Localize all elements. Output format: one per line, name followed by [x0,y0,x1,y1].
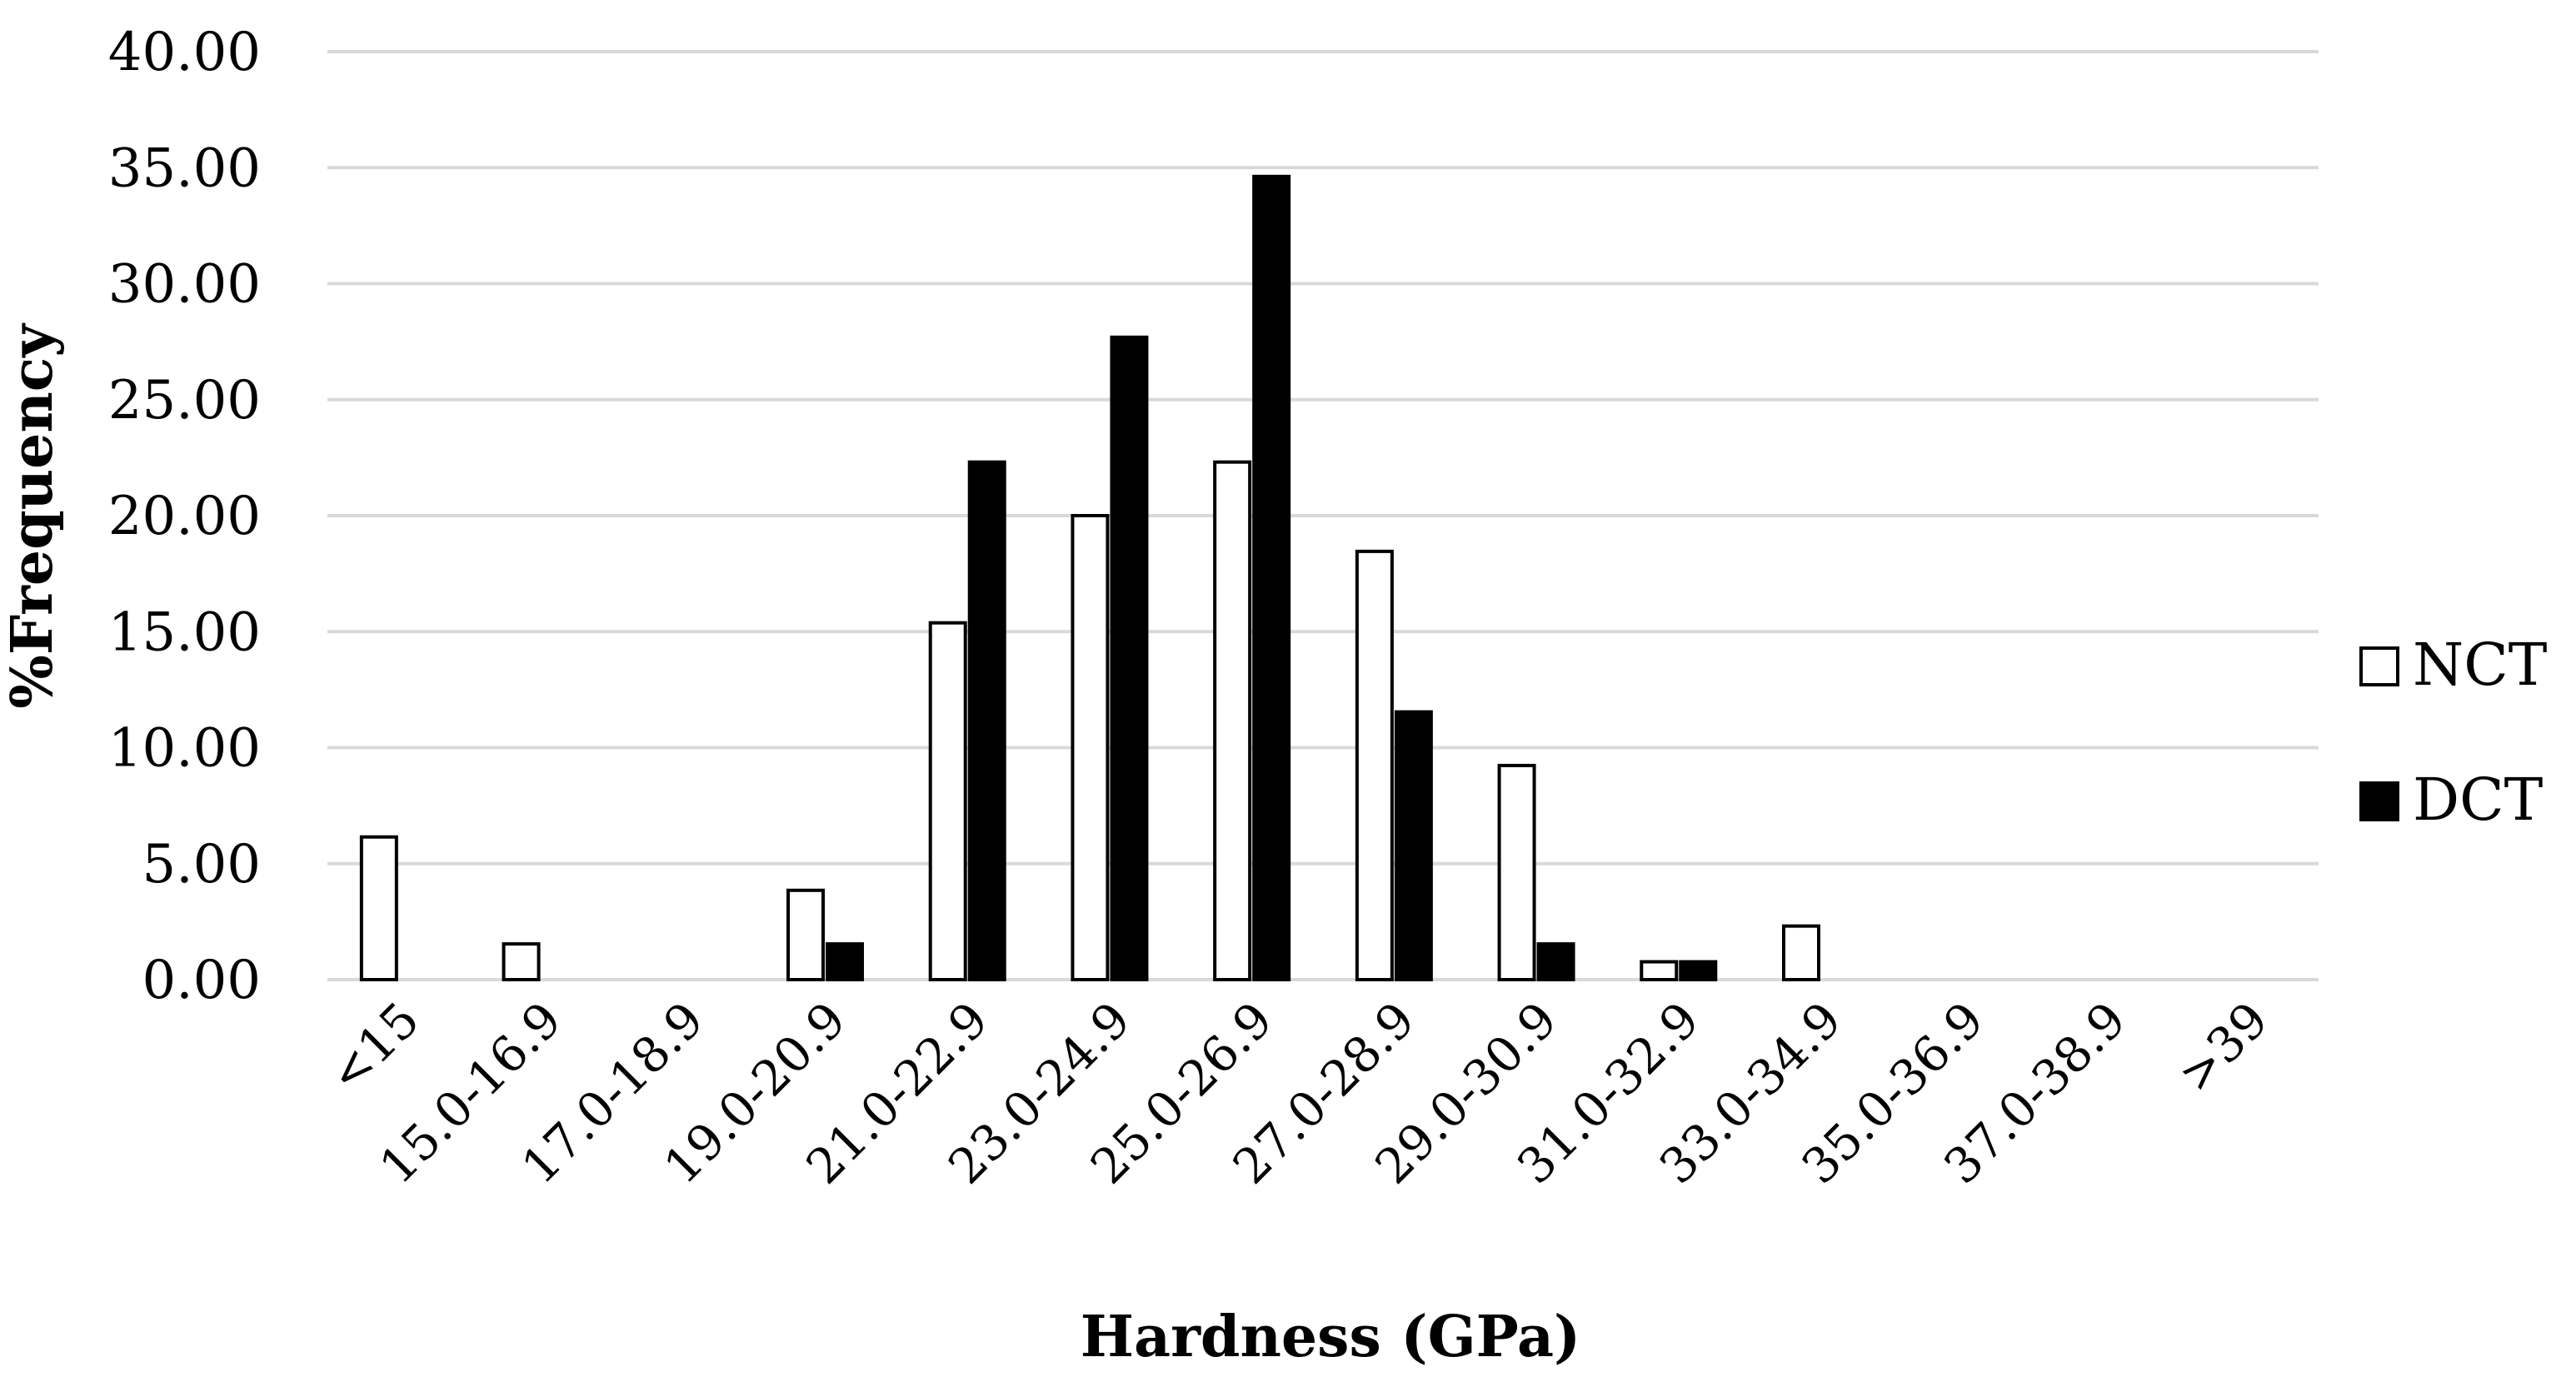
bar-nct [1213,460,1252,981]
bar-dct [1679,960,1718,982]
bar-dct [1252,174,1291,981]
y-tick-label: 10.00 [108,718,261,780]
y-tick-label: 35.00 [108,137,261,199]
legend-item-nct: NCT [2359,631,2548,699]
legend-label-dct: DCT [2413,766,2543,834]
bar-nct [1782,924,1820,981]
bar-dct [967,460,1006,981]
legend-swatch-dct [2359,781,2399,821]
bar-nct [928,621,967,981]
y-axis-title: %Frequency [0,322,66,709]
y-tick-label: 30.00 [108,254,261,316]
bar-nct [1071,514,1110,981]
bar-nct [359,835,398,981]
bar-nct [1355,549,1394,981]
bar-dct [1536,942,1575,981]
y-tick-label: 40.00 [108,22,261,83]
legend-item-dct: DCT [2359,766,2543,834]
legend-swatch-nct [2359,646,2399,686]
bars [359,174,1820,982]
y-tick-label: 0.00 [142,950,262,1011]
bar-nct [786,888,825,981]
x-tick-label: >39 [2167,991,2279,1104]
y-tick-label: 20.00 [108,486,261,547]
legend-label-nct: NCT [2413,631,2548,699]
bar-dct [1110,335,1149,981]
bar-nct [1497,763,1536,982]
x-tick-label: <15 [318,991,431,1104]
bar-nct [502,942,541,981]
y-tick-label: 5.00 [142,834,262,896]
bar-nct [1640,960,1679,982]
bar-dct [1394,710,1433,982]
x-axis-ticks: <1515.0-16.917.0-18.919.0-20.921.0-22.92… [318,991,2279,1195]
y-tick-label: 25.00 [108,370,261,432]
x-axis-title: Hardness (GPa) [1081,1304,1580,1370]
legend: NCT DCT [2359,631,2548,834]
y-axis-ticks: 0.00 5.00 10.00 15.00 20.00 25.00 30.00 35.00 40… [108,22,261,1011]
gridlines [327,50,2319,981]
bar-dct [826,942,864,981]
y-tick-label: 15.00 [108,601,261,663]
